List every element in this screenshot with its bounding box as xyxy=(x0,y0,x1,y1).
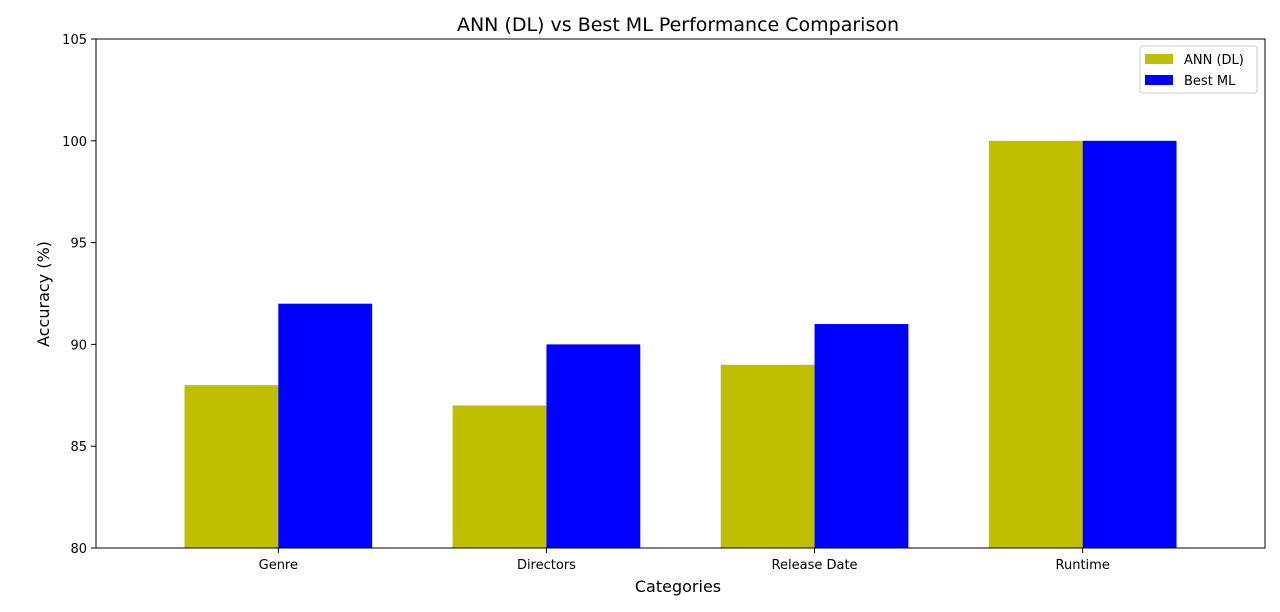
x-tick-label: Runtime xyxy=(1056,558,1110,573)
x-tick-label: Directors xyxy=(517,558,576,573)
bars-layer xyxy=(184,140,1177,549)
bar-best-ml-0 xyxy=(278,303,373,548)
y-tick-label: 85 xyxy=(70,440,87,455)
legend-label-best-ml: Best ML xyxy=(1184,74,1236,89)
y-tick-label: 105 xyxy=(62,33,87,48)
legend: ANN (DL) Best ML xyxy=(1139,45,1258,94)
chart-title: ANN (DL) vs Best ML Performance Comparis… xyxy=(457,14,899,36)
plot-frame xyxy=(95,38,1266,549)
y-tick-label: 80 xyxy=(70,542,87,557)
bar-ann-dl-3 xyxy=(988,140,1083,549)
bar-best-ml-2 xyxy=(814,324,909,548)
legend-swatch-ann-dl xyxy=(1145,54,1173,64)
y-tick-label: 95 xyxy=(70,237,87,252)
bar-ann-dl-0 xyxy=(184,385,279,548)
y-tick-label: 100 xyxy=(62,135,87,150)
y-tick-label: 90 xyxy=(70,338,87,353)
bar-best-ml-1 xyxy=(546,344,641,548)
axes-layer: 80 85 90 95 100 105 Genre Directors Release Date… xyxy=(62,33,1266,573)
bar-best-ml-3 xyxy=(1082,140,1177,549)
x-tick-label: Release Date xyxy=(772,558,858,573)
x-tick-label: Genre xyxy=(259,558,298,573)
x-axis-title: Categories xyxy=(635,577,721,596)
y-axis-title: Accuracy (%) xyxy=(34,241,53,347)
bar-ann-dl-1 xyxy=(452,405,547,548)
bar-ann-dl-2 xyxy=(720,364,815,548)
legend-label-ann-dl: ANN (DL) xyxy=(1184,53,1244,68)
legend-swatch-best-ml xyxy=(1145,75,1173,85)
